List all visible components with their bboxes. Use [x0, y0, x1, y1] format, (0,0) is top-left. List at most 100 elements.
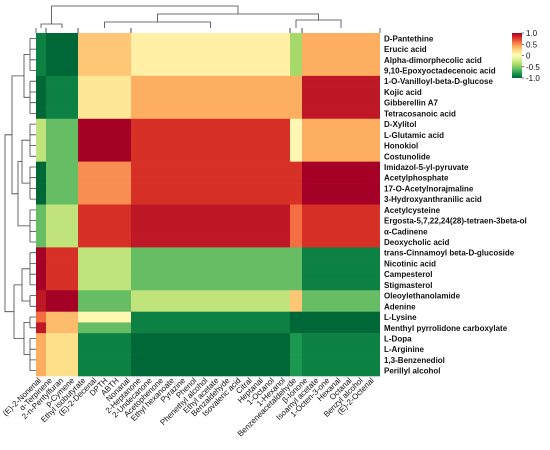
- heatmap-cell: [290, 290, 302, 302]
- heatmap-cell: [302, 343, 380, 355]
- heatmap-cell: [131, 140, 290, 152]
- heatmap-cell: [36, 343, 46, 355]
- column-dendrogram-link: [157, 13, 319, 22]
- heatmap-cell: [78, 43, 131, 55]
- heatmap-cell: [46, 290, 78, 302]
- heatmap-cell: [290, 54, 302, 66]
- heatmap-cell: [302, 118, 380, 130]
- heatmap-cell: [290, 183, 302, 195]
- heatmap-cell: [78, 204, 131, 216]
- heatmap-cell: [46, 193, 78, 205]
- heatmap-cell: [131, 33, 290, 45]
- heatmap-cell: [36, 247, 46, 259]
- heatmap-cell: [131, 150, 290, 162]
- heatmap-cell: [290, 97, 302, 109]
- heatmap-cell: [78, 150, 131, 162]
- heatmap-cell: [36, 333, 46, 345]
- row-label: Tetracosanoic acid: [384, 109, 456, 118]
- row-label: Kojic acid: [384, 88, 422, 97]
- heatmap-cell: [290, 75, 302, 87]
- row-label: D-Pantethine: [384, 34, 434, 43]
- heatmap-cell: [290, 225, 302, 237]
- heatmap-cell: [302, 279, 380, 291]
- column-dendrogram-link: [104, 21, 211, 28]
- heatmap-cell: [36, 97, 46, 109]
- heatmap-cell: [36, 108, 46, 120]
- heatmap-cell: [302, 150, 380, 162]
- heatmap-cell: [78, 247, 131, 259]
- row-dendrogram: [4, 38, 36, 371]
- heatmap-cell: [131, 247, 290, 259]
- heatmap-cell: [36, 161, 46, 173]
- row-label: Stigmasterol: [384, 281, 432, 290]
- heatmap-cell: [36, 54, 46, 66]
- row-dendrogram-link: [21, 139, 30, 184]
- heatmap-cell: [36, 33, 46, 45]
- heatmap-cell: [46, 75, 78, 87]
- heatmap-cell: [78, 33, 131, 45]
- heatmap-cell: [36, 204, 46, 216]
- heatmap-cell: [78, 161, 131, 173]
- heatmap-cell: [46, 172, 78, 184]
- heatmap-cell: [302, 247, 380, 259]
- column-dendrogram-link: [40, 23, 63, 28]
- heatmap-cell: [36, 215, 46, 227]
- row-label: Oleoylethanolamide: [384, 292, 461, 301]
- heatmap-cell: [290, 118, 302, 130]
- heatmap-cell: [290, 300, 302, 312]
- row-dendrogram-link: [29, 209, 36, 243]
- heatmap-cell: [78, 311, 131, 323]
- row-dendrogram-link: [29, 295, 36, 307]
- heatmap-cell: [46, 236, 78, 248]
- heatmap-cell: [131, 204, 290, 216]
- row-label: 17-O-Acetylnorajmaline: [384, 184, 474, 193]
- row-dendrogram-link: [29, 38, 36, 71]
- row-label: Ergosta-5,7,22,24(28)-tetraen-3beta-ol: [384, 217, 527, 226]
- heatmap-cell: [78, 97, 131, 109]
- row-label: Adenine: [384, 302, 416, 311]
- row-dendrogram-link: [29, 252, 36, 286]
- row-label: Gibberellin A7: [384, 99, 438, 108]
- heatmap-cell: [46, 183, 78, 195]
- heatmap-cell: [46, 258, 78, 270]
- heatmap-cell: [78, 108, 131, 120]
- heatmap-cell: [302, 86, 380, 98]
- heatmap-cell: [290, 258, 302, 270]
- heatmap-cell: [78, 193, 131, 205]
- row-label: Perillyl alcohol: [384, 367, 440, 376]
- column-dendrogram: [35, 5, 381, 33]
- heatmap-cell: [302, 33, 380, 45]
- heatmap-cell: [290, 43, 302, 55]
- heatmap-cell: [302, 236, 380, 248]
- legend-tick-label: -0.5: [526, 63, 540, 72]
- row-label: Campesterol: [384, 270, 432, 279]
- row-dendrogram-link: [29, 123, 36, 157]
- heatmap-cell: [36, 86, 46, 98]
- row-dendrogram-link: [29, 338, 36, 371]
- row-label: Acetylphosphate: [384, 174, 449, 183]
- heatmap-cell: [290, 161, 302, 173]
- heatmap-cell: [46, 129, 78, 141]
- heatmap-cell: [131, 108, 290, 120]
- row-label: 1,3-Benzenediol: [384, 356, 445, 365]
- heatmap-cell: [46, 161, 78, 173]
- legend-tick-label: 0.5: [526, 40, 538, 49]
- row-dendrogram-link: [21, 268, 30, 302]
- heatmap-cell: [302, 108, 380, 120]
- heatmap-cell: [302, 65, 380, 77]
- heatmap-cell: [46, 268, 78, 280]
- heatmap-cell: [290, 204, 302, 216]
- heatmap-cell: [46, 354, 78, 366]
- heatmap-cell: [46, 322, 78, 334]
- column-dendrogram-link: [289, 28, 303, 33]
- heatmap-cell: [302, 140, 380, 152]
- heatmap-cell: [36, 225, 46, 237]
- heatmap-cell: [131, 215, 290, 227]
- heatmap-cell: [290, 279, 302, 291]
- heatmap-cell: [131, 365, 290, 377]
- row-label: L-Arginine: [384, 345, 425, 354]
- heatmap-cell: [290, 322, 302, 334]
- heatmap-cell: [36, 118, 46, 130]
- heatmap-cell: [78, 183, 131, 195]
